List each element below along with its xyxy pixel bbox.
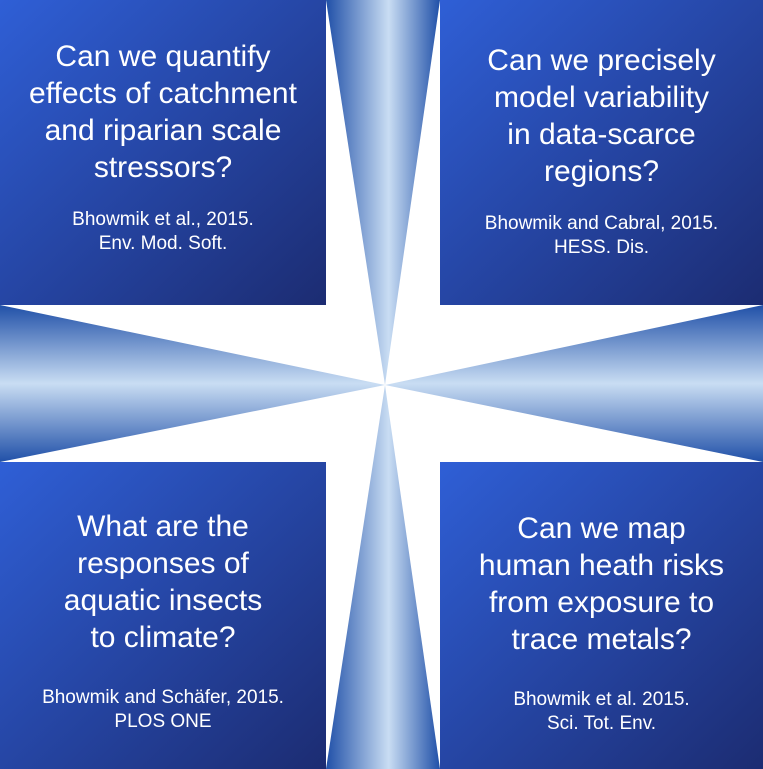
citation-text: Bhowmik et al. 2015. Sci. Tot. Env.: [513, 689, 690, 734]
question-text: What are the responses of aquatic insect…: [63, 510, 263, 654]
quadrant-box-top-left: [0, 0, 326, 305]
ray-top: [326, 0, 440, 385]
citation-text: Bhowmik and Schäfer, 2015. PLOS ONE: [42, 687, 284, 732]
citation-text: Bhowmik et al., 2015. Env. Mod. Soft.: [72, 209, 254, 254]
ray-left: [0, 305, 385, 462]
quadrant-top-left: Can we quantify effects of catchment and…: [0, 38, 326, 256]
quadrant-top-right: Can we precisely model variability in da…: [440, 42, 763, 260]
quadrant-bottom-left: What are the responses of aquatic insect…: [0, 508, 326, 734]
ray-bottom: [326, 385, 440, 769]
question-text: Can we precisely model variability in da…: [487, 44, 716, 188]
ray-right: [385, 305, 763, 462]
question-text: Can we quantify effects of catchment and…: [29, 40, 297, 184]
quadrant-box-top-right: [440, 0, 763, 305]
quadrant-box-bottom-left: [0, 462, 326, 769]
quadrant-bottom-right: Can we map human heath risks from exposu…: [440, 510, 763, 736]
citation-text: Bhowmik and Cabral, 2015. HESS. Dis.: [484, 213, 719, 258]
quadrant-box-bottom-right: [440, 462, 763, 769]
question-text: Can we map human heath risks from exposu…: [478, 512, 725, 656]
